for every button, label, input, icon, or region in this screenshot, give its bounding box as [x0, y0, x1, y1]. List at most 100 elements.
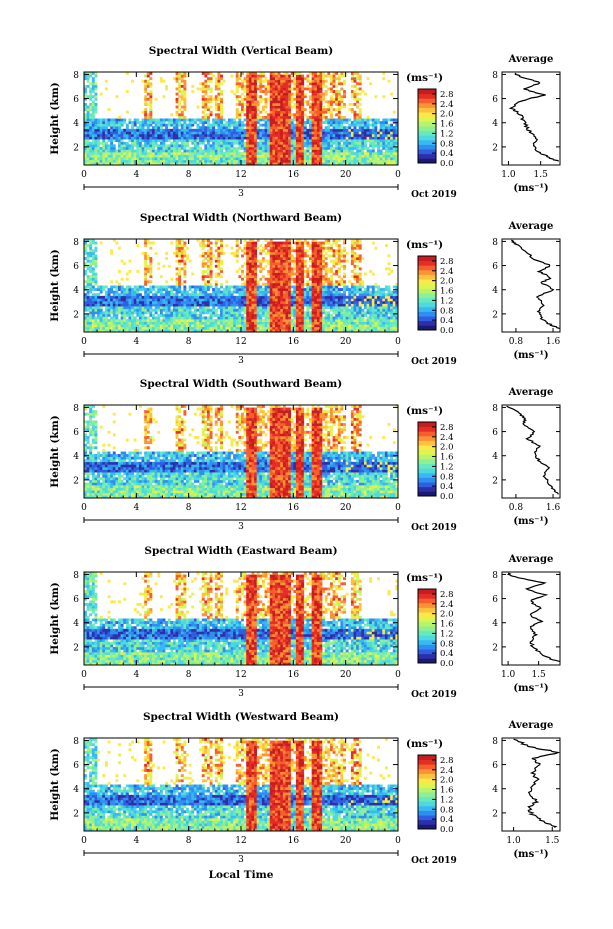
heatmap-cell: [303, 152, 307, 155]
heatmap-cell: [209, 267, 213, 271]
heatmap-cell: [280, 308, 284, 312]
heatmap-cell: [99, 326, 103, 330]
heatmap-cell: [285, 162, 289, 166]
heatmap-cell: [345, 152, 349, 155]
heatmap-cell: [387, 118, 391, 122]
heatmap-cell: [280, 270, 284, 273]
heatmap-cell: [322, 141, 326, 145]
heatmap-cell: [201, 90, 205, 93]
heatmap-cell: [146, 329, 150, 333]
heatmap-cell: [288, 131, 292, 135]
heatmap-cell: [206, 301, 210, 304]
heatmap-cell: [191, 290, 195, 294]
heatmap-cell: [275, 110, 278, 114]
heatmap-cell: [243, 136, 247, 140]
heatmap-cell: [167, 157, 171, 161]
heatmap-cell: [275, 267, 278, 271]
heatmap-cell: [86, 239, 90, 242]
heatmap-cell: [332, 82, 336, 86]
heatmap-cell: [180, 298, 184, 302]
heatmap-cell: [214, 272, 218, 276]
heatmap-cell: [324, 128, 328, 132]
heatmap-cell: [154, 319, 158, 322]
heatmap-cell: [136, 270, 140, 273]
heatmap-cell: [241, 293, 244, 297]
heatmap-cell: [146, 293, 150, 297]
heatmap-cell: [222, 306, 226, 310]
heatmap-cell: [379, 121, 383, 124]
heatmap-cell: [233, 146, 237, 150]
heatmap-cell: [144, 290, 148, 294]
heatmap-cell: [110, 288, 114, 291]
heatmap-cell: [272, 144, 276, 148]
heatmap-cell: [165, 149, 169, 153]
heatmap-cell: [275, 311, 278, 315]
heatmap-cell: [89, 280, 93, 284]
heatmap-cell: [204, 280, 208, 284]
heatmap-cell: [248, 110, 252, 114]
heatmap-cell: [183, 267, 187, 271]
heatmap-cell: [282, 264, 286, 268]
heatmap-cell: [235, 84, 239, 88]
heatmap-cell: [264, 319, 268, 322]
heatmap-cell: [159, 275, 163, 279]
heatmap-cell: [149, 241, 153, 245]
heatmap-cell: [102, 149, 106, 153]
heatmap-cell: [340, 134, 344, 137]
heatmap-cell: [120, 316, 124, 320]
heatmap-cell: [220, 152, 223, 155]
heatmap-cell: [269, 115, 273, 119]
heatmap-cell: [94, 319, 98, 322]
heatmap-cell: [138, 146, 142, 150]
heatmap-cell: [395, 118, 399, 122]
heatmap-cell: [217, 157, 221, 161]
heatmap-cell: [206, 288, 210, 291]
heatmap-cell: [141, 319, 145, 322]
heatmap-cell: [99, 313, 103, 317]
heatmap-cell: [251, 152, 255, 155]
heatmap-cell: [259, 144, 263, 148]
heatmap-cell: [309, 103, 312, 106]
heatmap-cell: [180, 79, 184, 83]
heatmap-cell: [99, 141, 103, 145]
heatmap-cell: [133, 306, 137, 310]
heatmap-cell: [94, 306, 98, 310]
heatmap-cell: [358, 141, 362, 145]
heatmap-cell: [392, 139, 396, 143]
heatmap-cell: [175, 251, 179, 255]
heatmap-cell: [217, 126, 221, 130]
heatmap-cell: [358, 159, 362, 163]
heatmap-cell: [104, 134, 108, 137]
heatmap-cell: [280, 290, 284, 294]
heatmap-cell: [220, 103, 223, 106]
heatmap-cell: [206, 308, 210, 312]
heatmap-cell: [235, 329, 239, 333]
heatmap-cell: [301, 105, 305, 109]
heatmap-cell: [125, 154, 129, 158]
heatmap-cell: [110, 121, 114, 124]
heatmap-cell: [199, 87, 203, 91]
heatmap-cell: [104, 324, 108, 328]
heatmap-cell: [154, 301, 158, 304]
heatmap-cell: [204, 324, 208, 328]
heatmap-cell: [301, 154, 305, 158]
heatmap-cell: [272, 267, 276, 271]
heatmap-cell: [337, 157, 341, 161]
heatmap-cell: [110, 144, 114, 148]
heatmap-cell: [230, 136, 234, 140]
heatmap-cell: [246, 319, 250, 322]
heatmap-cell: [209, 303, 213, 307]
heatmap-cell: [275, 72, 278, 75]
heatmap-cell: [238, 313, 242, 317]
heatmap-cell: [290, 92, 294, 96]
heatmap-cell: [295, 87, 299, 91]
heatmap-cell: [324, 139, 328, 143]
heatmap-cell: [141, 251, 145, 255]
heatmap-cell: [89, 154, 93, 158]
heatmap-cell: [115, 157, 119, 161]
heatmap-cell: [316, 87, 320, 91]
heatmap-cell: [133, 295, 137, 299]
heatmap-cell: [172, 329, 176, 333]
heatmap-cell: [259, 259, 263, 263]
heatmap-cell: [115, 316, 119, 320]
